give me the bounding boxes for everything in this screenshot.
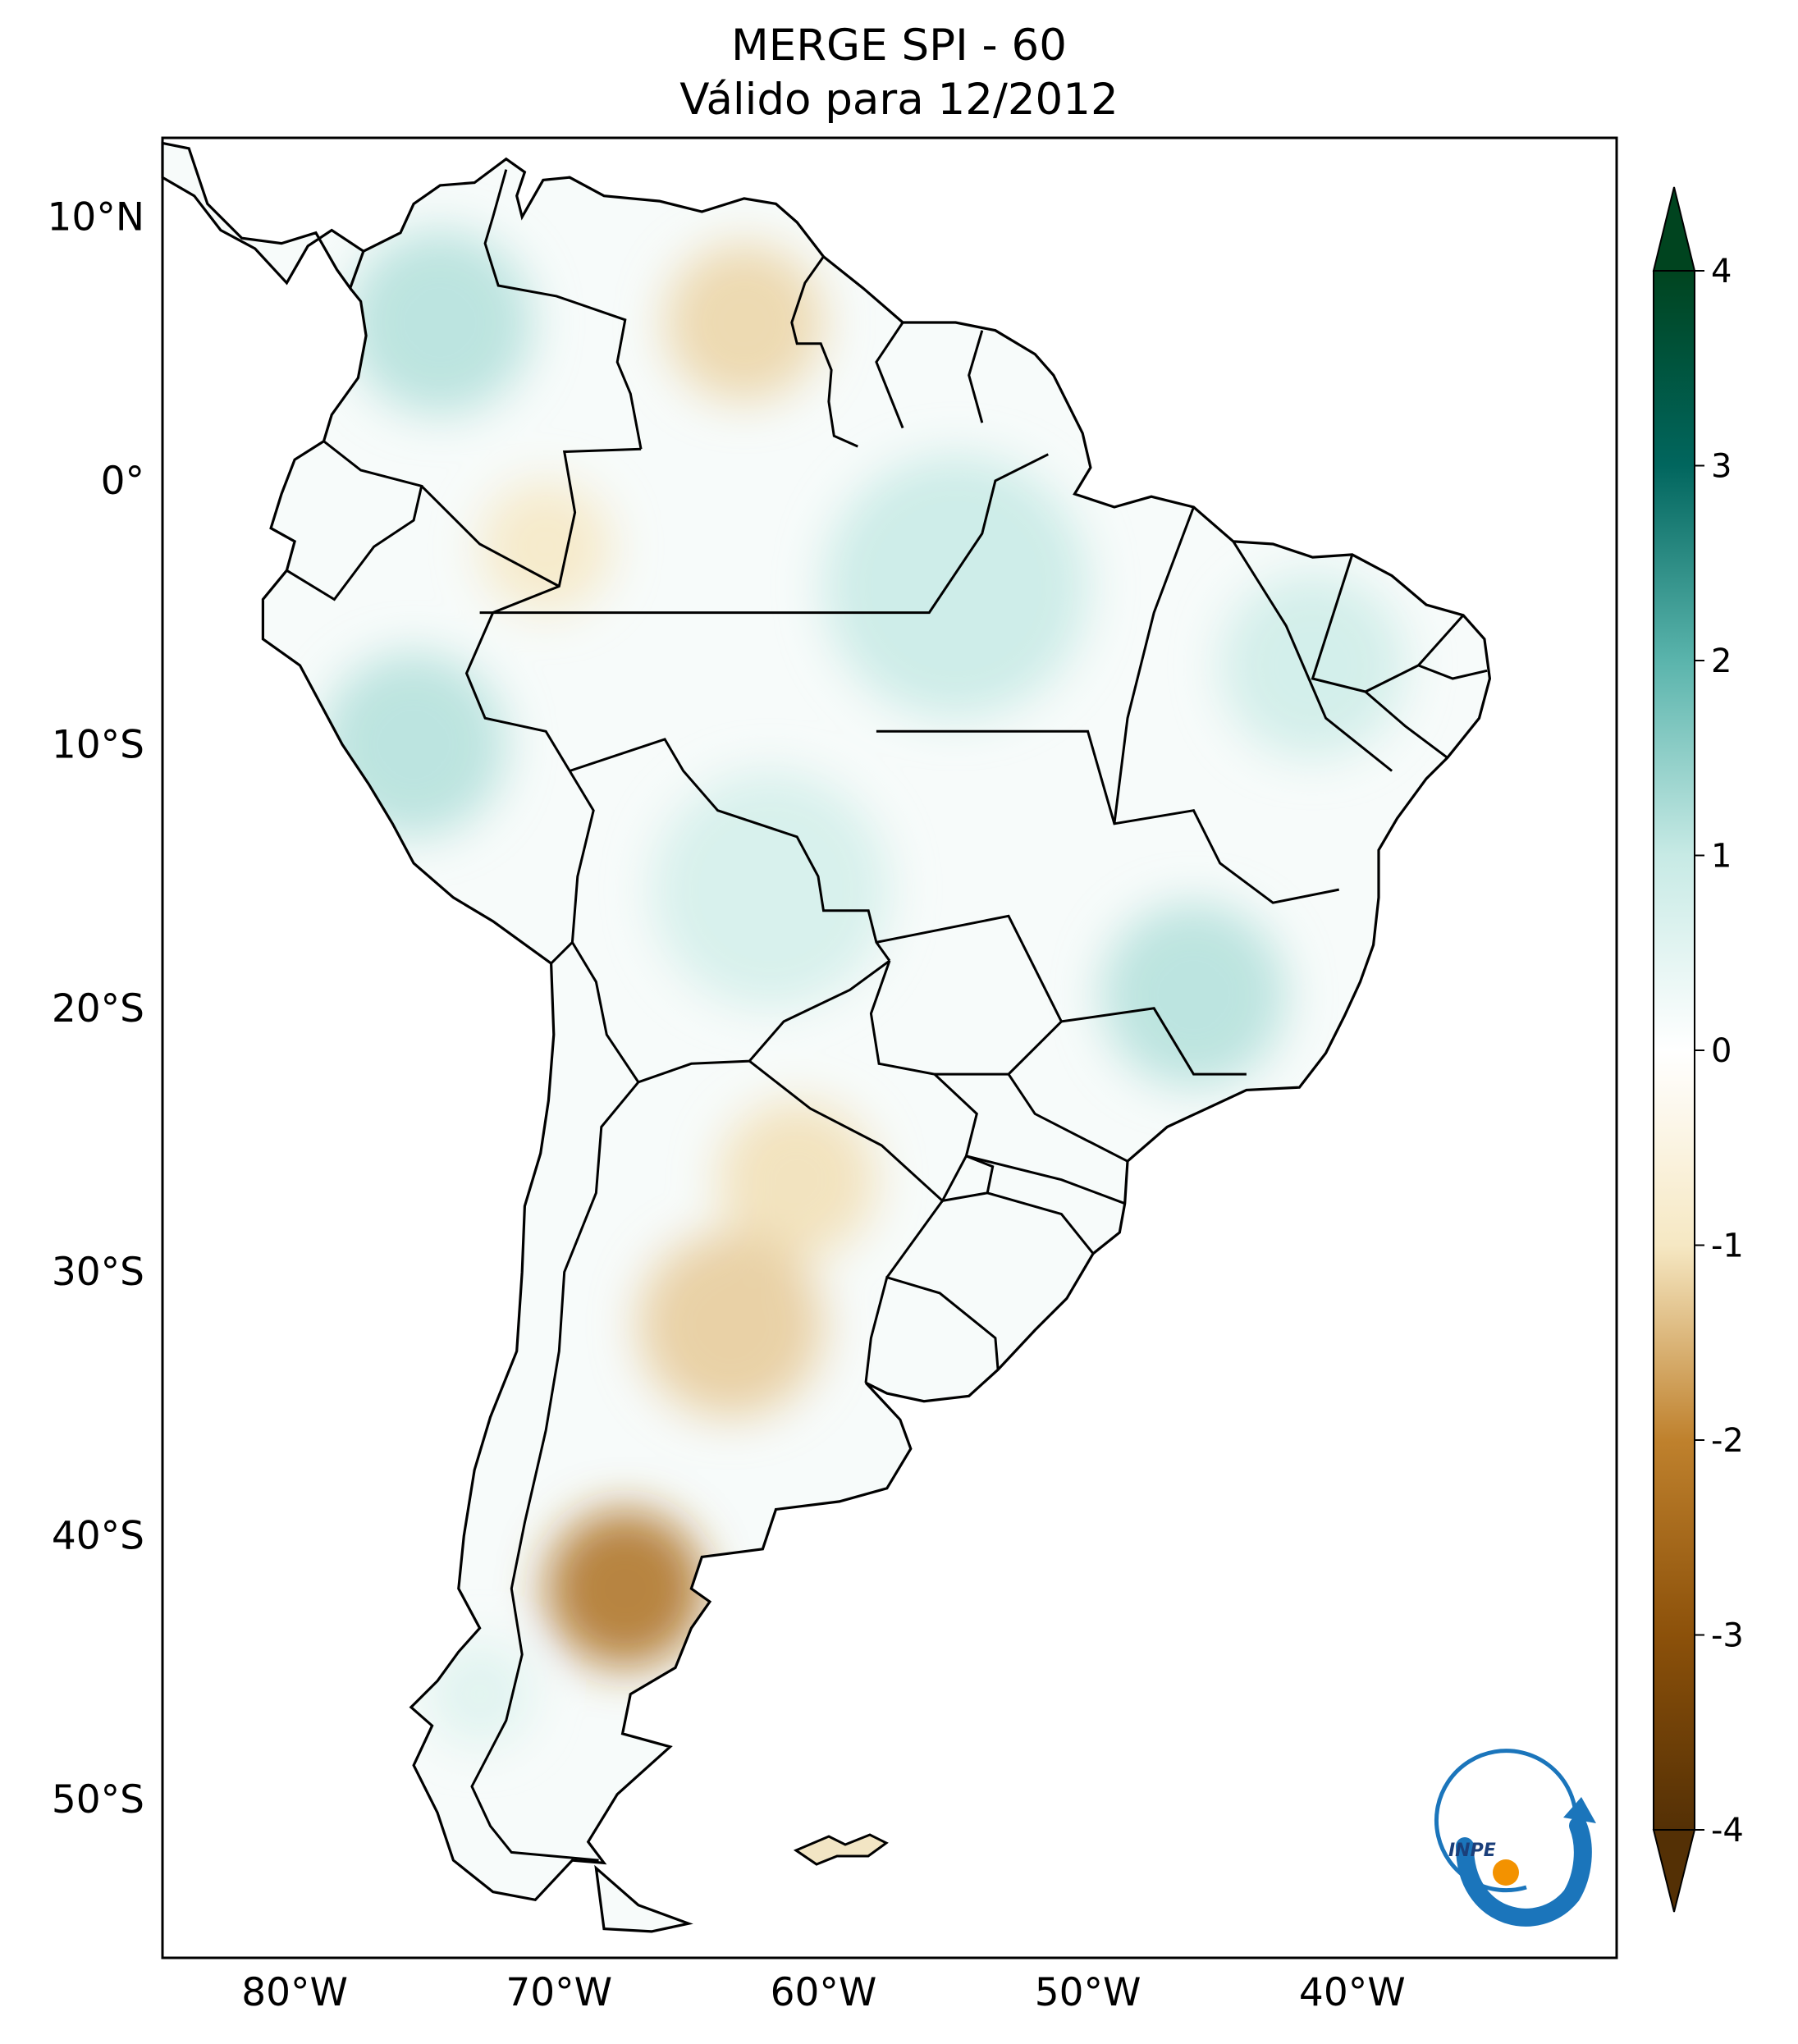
border-line (569, 738, 891, 962)
colorbar-extend-min (1652, 1829, 1696, 1913)
border-line (1007, 1073, 1128, 1163)
border-line (876, 729, 1339, 904)
x-tick-label: 80°W (241, 1970, 348, 2015)
spi-region (347, 230, 533, 415)
coastline (161, 141, 1492, 1933)
x-axis-ticks: 80°W 70°W 60°W 50°W 40°W (241, 1970, 1406, 2015)
logo-text: INPE (1448, 1841, 1496, 1861)
y-tick-label: 10°N (48, 194, 144, 240)
colorbar-bar (1653, 270, 1695, 1831)
spi-region (1100, 903, 1287, 1088)
colorbar-tick-label: -2 (1711, 1422, 1744, 1460)
chart-title: MERGE SPI - 60 (731, 21, 1067, 71)
spi-region (546, 1509, 705, 1668)
colorbar-tick-label: 2 (1711, 642, 1732, 680)
border-line (986, 1191, 1095, 1255)
spi-field (162, 143, 1490, 1932)
border-line (875, 322, 904, 429)
x-tick-label: 60°W (771, 1970, 877, 2015)
border-line (966, 1155, 1126, 1205)
colorbar-tick-label: 4 (1711, 253, 1732, 290)
border-line (470, 1081, 640, 1862)
y-tick-label: 10°S (52, 722, 144, 767)
border-line (876, 914, 1064, 1076)
spi-region (479, 480, 612, 613)
border-line (286, 440, 423, 601)
chart-subtitle: Válido para 12/2012 (679, 75, 1119, 125)
border-line (571, 941, 890, 1084)
x-tick-label: 70°W (506, 1970, 612, 2015)
x-tick-label: 40°W (1299, 1970, 1406, 2015)
falkland-islands (793, 1833, 889, 1866)
border-line (864, 1275, 1000, 1383)
political-borders (286, 169, 1488, 1862)
colorbar-tick-label: -1 (1711, 1228, 1744, 1265)
logo-arrowhead-icon (1563, 1797, 1596, 1823)
spi-region (665, 243, 824, 402)
colorbar-tick-label: -3 (1711, 1617, 1744, 1655)
border-line (1232, 541, 1393, 772)
y-axis-ticks: 10°N 0° 10°S 20°S 30°S 40°S 50°S (48, 194, 144, 1822)
spi-region (652, 771, 890, 1008)
border-line (790, 255, 858, 448)
logo-sun-icon (1493, 1859, 1519, 1886)
logo-arrow-icon (1456, 1817, 1592, 1927)
border-line (479, 453, 1049, 615)
border-line (464, 447, 642, 965)
border-line (968, 330, 984, 423)
border-line (1417, 664, 1488, 680)
border-line (483, 169, 643, 450)
border-line (420, 485, 560, 588)
spi-region (1219, 573, 1406, 758)
border-line (748, 960, 978, 1203)
border-line (1061, 1007, 1247, 1076)
y-tick-label: 20°S (52, 986, 144, 1031)
colorbar-tick-label: 0 (1711, 1032, 1732, 1070)
y-tick-label: 40°S (52, 1514, 144, 1559)
y-tick-label: 0° (101, 459, 144, 504)
border-line (1113, 506, 1195, 824)
colorbar-extend-max (1652, 186, 1696, 272)
colorbar-tick-label: -4 (1711, 1812, 1744, 1850)
y-tick-label: 50°S (52, 1777, 144, 1822)
border-line (1364, 690, 1448, 759)
x-tick-label: 50°W (1035, 1970, 1141, 2015)
colorbar: 4 3 2 1 0 -1 -2 -3 -4 (1652, 186, 1744, 1913)
y-tick-label: 30°S (52, 1250, 144, 1295)
colorbar-tick-label: 3 (1711, 448, 1732, 486)
colorbar-tick-label: 1 (1711, 838, 1732, 876)
inpe-logo: INPE (1434, 1749, 1596, 1927)
spi-region (638, 1232, 824, 1418)
spi-region (717, 1100, 876, 1260)
spi-region (823, 454, 1088, 719)
